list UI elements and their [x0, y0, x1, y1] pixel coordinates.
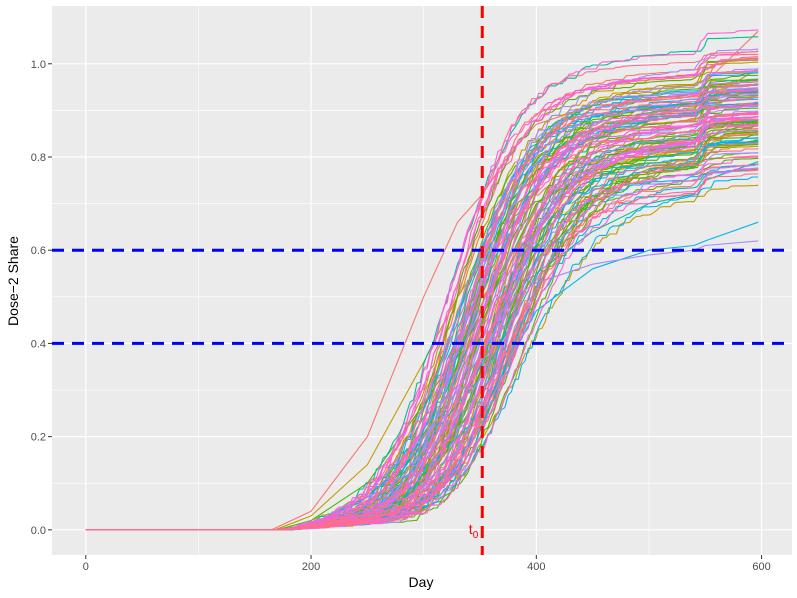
series-line [85, 50, 759, 531]
y-tick-label: 0.0 [31, 525, 46, 537]
t0-label-subscript: 0 [473, 530, 479, 541]
y-tick-label: 0.8 [31, 152, 46, 164]
y-tick-label: 1.0 [31, 59, 46, 71]
x-tick-label: 600 [752, 561, 770, 573]
y-tick-label: 0.6 [31, 245, 46, 257]
tick-labels: 0 200 400 600 0.0 0.2 0.4 0.6 0.8 1.0 [31, 59, 771, 573]
x-tick-label: 400 [527, 561, 545, 573]
plot-panel [52, 6, 792, 555]
x-tick-label: 0 [83, 561, 89, 573]
y-tick-label: 0.4 [31, 338, 46, 350]
y-tick-label: 0.2 [31, 432, 46, 444]
series-lines [85, 29, 759, 531]
series-line [85, 67, 759, 531]
reference-lines [52, 6, 792, 555]
x-tick-label: 200 [302, 561, 320, 573]
t0-annotation: t0 [469, 521, 479, 541]
y-axis-title: Dose−2 Share [5, 236, 21, 326]
x-axis-title: Day [409, 574, 434, 590]
axis-ticks [48, 63, 763, 559]
t0-label-main: t [469, 521, 473, 537]
